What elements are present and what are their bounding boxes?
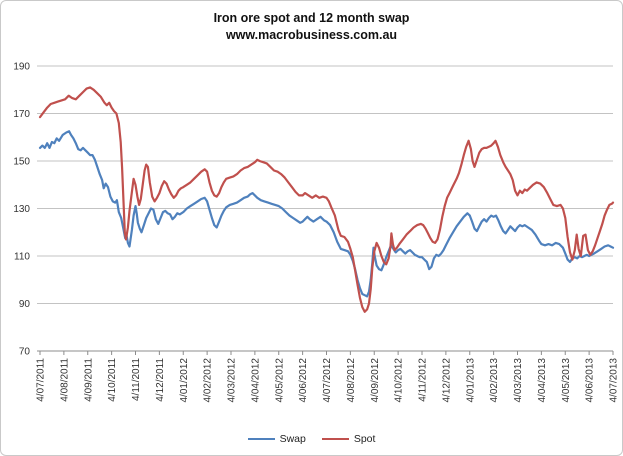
legend-item-spot: Spot	[321, 433, 376, 445]
chart-title-block: Iron ore spot and 12 month swap www.macr…	[1, 10, 622, 44]
spot-legend-label: Spot	[353, 433, 376, 445]
y-axis-tick-label: 110	[14, 252, 30, 263]
y-axis-tick-label: 150	[13, 157, 30, 168]
x-axis-tick-label: 4/11/2012	[418, 358, 429, 402]
x-axis-tick-label: 4/01/2012	[179, 358, 190, 403]
y-axis-tick-label: 70	[19, 347, 31, 358]
x-axis-tick-label: 4/06/2012	[298, 358, 309, 403]
chart-title: Iron ore spot and 12 month swap	[213, 11, 410, 25]
x-axis-tick-label: 4/05/2012	[274, 358, 285, 403]
x-axis-tick-label: 4/04/2013	[537, 358, 548, 403]
y-axis-tick-label: 190	[13, 62, 30, 73]
x-axis-tick-label: 4/01/2013	[465, 358, 476, 403]
x-axis-tick-label: 4/12/2011	[155, 358, 166, 402]
x-axis-tick-label: 4/03/2013	[513, 358, 524, 403]
swap-series-line	[38, 130, 615, 298]
x-axis-tick-label: 4/03/2012	[227, 358, 238, 403]
x-axis-tick-label: 4/09/2012	[370, 358, 381, 403]
swap-legend-label: Swap	[279, 433, 306, 445]
legend: Swap Spot	[1, 433, 622, 445]
x-axis-tick-label: 4/09/2011	[83, 358, 94, 402]
x-axis-tick-label: 4/05/2013	[561, 358, 572, 403]
spot-series-line	[38, 86, 615, 313]
x-axis-tick-label: 4/06/2013	[585, 358, 596, 403]
x-axis-tick-label: 4/12/2012	[441, 358, 452, 403]
x-axis-tick-label: 4/02/2013	[489, 358, 500, 403]
chart-subtitle: www.macrobusiness.com.au	[225, 28, 398, 42]
x-axis-tick-label: 4/07/2011	[36, 358, 47, 402]
x-axis-tick-label: 4/11/2011	[131, 358, 142, 401]
y-axis-tick-label: 170	[13, 109, 30, 120]
y-axis-tick-label: 90	[19, 299, 31, 310]
x-axis-tick-label: 4/07/2013	[609, 358, 620, 403]
legend-item-swap: Swap	[247, 433, 306, 445]
swap-line-swatch	[247, 438, 275, 440]
x-axis-tick-label: 4/02/2012	[203, 358, 214, 403]
x-axis-tick-label: 4/07/2012	[322, 358, 333, 403]
y-axis-tick-label: 130	[13, 204, 30, 215]
x-axis-tick-label: 4/04/2012	[250, 358, 261, 403]
x-axis-tick-label: 4/10/2012	[394, 358, 405, 403]
x-axis-tick-label: 4/08/2012	[346, 358, 357, 403]
x-axis-tick-label: 4/10/2011	[107, 358, 118, 402]
spot-line-swatch	[321, 438, 349, 440]
x-axis-tick-label: 4/08/2011	[59, 358, 70, 402]
